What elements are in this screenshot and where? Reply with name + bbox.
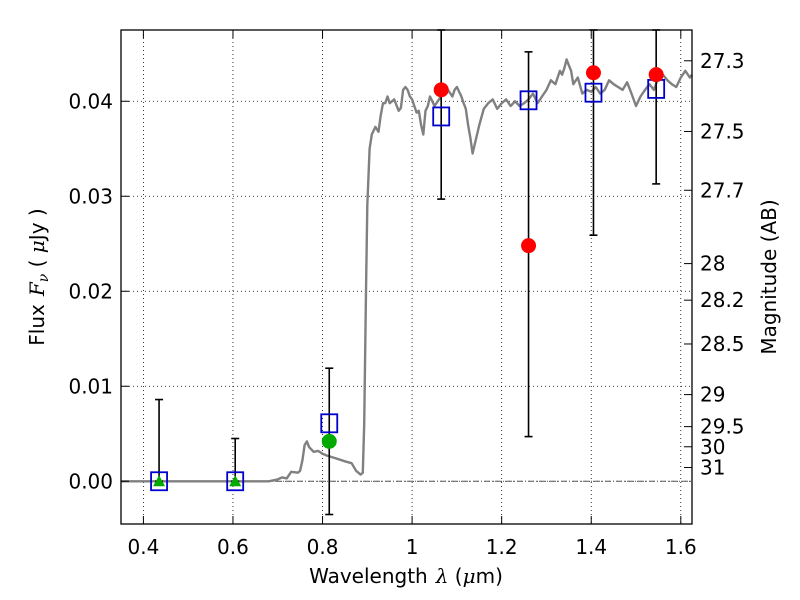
y2-tick-label: 29.5 <box>700 415 745 439</box>
model-flux-square <box>432 106 451 127</box>
observed-flux-point-green <box>321 433 337 449</box>
observed-flux-point-red <box>521 238 537 254</box>
model-flux-square <box>519 90 538 111</box>
spectrum-layer <box>121 58 693 483</box>
errorbar-layer <box>155 29 661 516</box>
model-flux-square <box>226 471 245 492</box>
x-tick-label: 1.2 <box>486 535 518 559</box>
grid-layer <box>121 30 692 524</box>
x-tick-label: 0.8 <box>307 535 339 559</box>
model-flux-square <box>150 471 168 492</box>
y-tick-layer: 0.00 0.01 0.02 0.03 0.04 <box>68 89 129 493</box>
model-flux-square <box>320 413 339 434</box>
y-tick-label: 0.03 <box>68 184 113 208</box>
y2-tick-label: 30 <box>700 435 725 459</box>
y-tick-label: 0.01 <box>68 374 113 398</box>
x-tick-label: 1 <box>406 535 419 559</box>
y2-tick-label: 29 <box>700 383 725 407</box>
upper-limit-triangle <box>229 475 242 487</box>
observed-flux-point-red <box>433 82 449 98</box>
marker-layer <box>150 65 666 492</box>
y2-tick-label: 28.2 <box>700 288 745 312</box>
y2-tick-label: 28 <box>700 252 725 276</box>
x-tick-label: 1.6 <box>665 535 697 559</box>
x-tick-label: 1.4 <box>575 535 607 559</box>
observed-flux-point-red <box>648 67 664 83</box>
y2-tick-label: 27.5 <box>700 119 745 143</box>
y-axis-title: FluxFν ( μJy ) <box>25 208 52 345</box>
x-axis-title: Wavelength λ (μm) <box>309 564 503 588</box>
y2-tick-label: 28.5 <box>700 332 745 356</box>
y2-tick-label: 27.3 <box>700 49 745 73</box>
y2-tick-label: 27.7 <box>700 178 745 202</box>
plot-frame <box>120 29 693 525</box>
model-flux-square <box>584 82 603 103</box>
model-spectrum-line <box>121 58 693 483</box>
observed-flux-point-red <box>585 65 601 81</box>
upper-limit-triangle <box>153 475 166 487</box>
y2-axis-title: Magnitude (AB) <box>757 199 781 354</box>
x-tick-layer: 0.4 0.6 0.8 1 1.2 1.4 1.6 <box>127 30 697 559</box>
y2-tick-label: 31 <box>700 455 725 479</box>
x-tick-label: 0.6 <box>217 535 249 559</box>
y-tick-label: 0.02 <box>68 279 113 303</box>
y-tick-label: 0.00 <box>68 469 113 493</box>
x-tick-label: 0.4 <box>127 535 159 559</box>
y-tick-label: 0.04 <box>68 89 113 113</box>
